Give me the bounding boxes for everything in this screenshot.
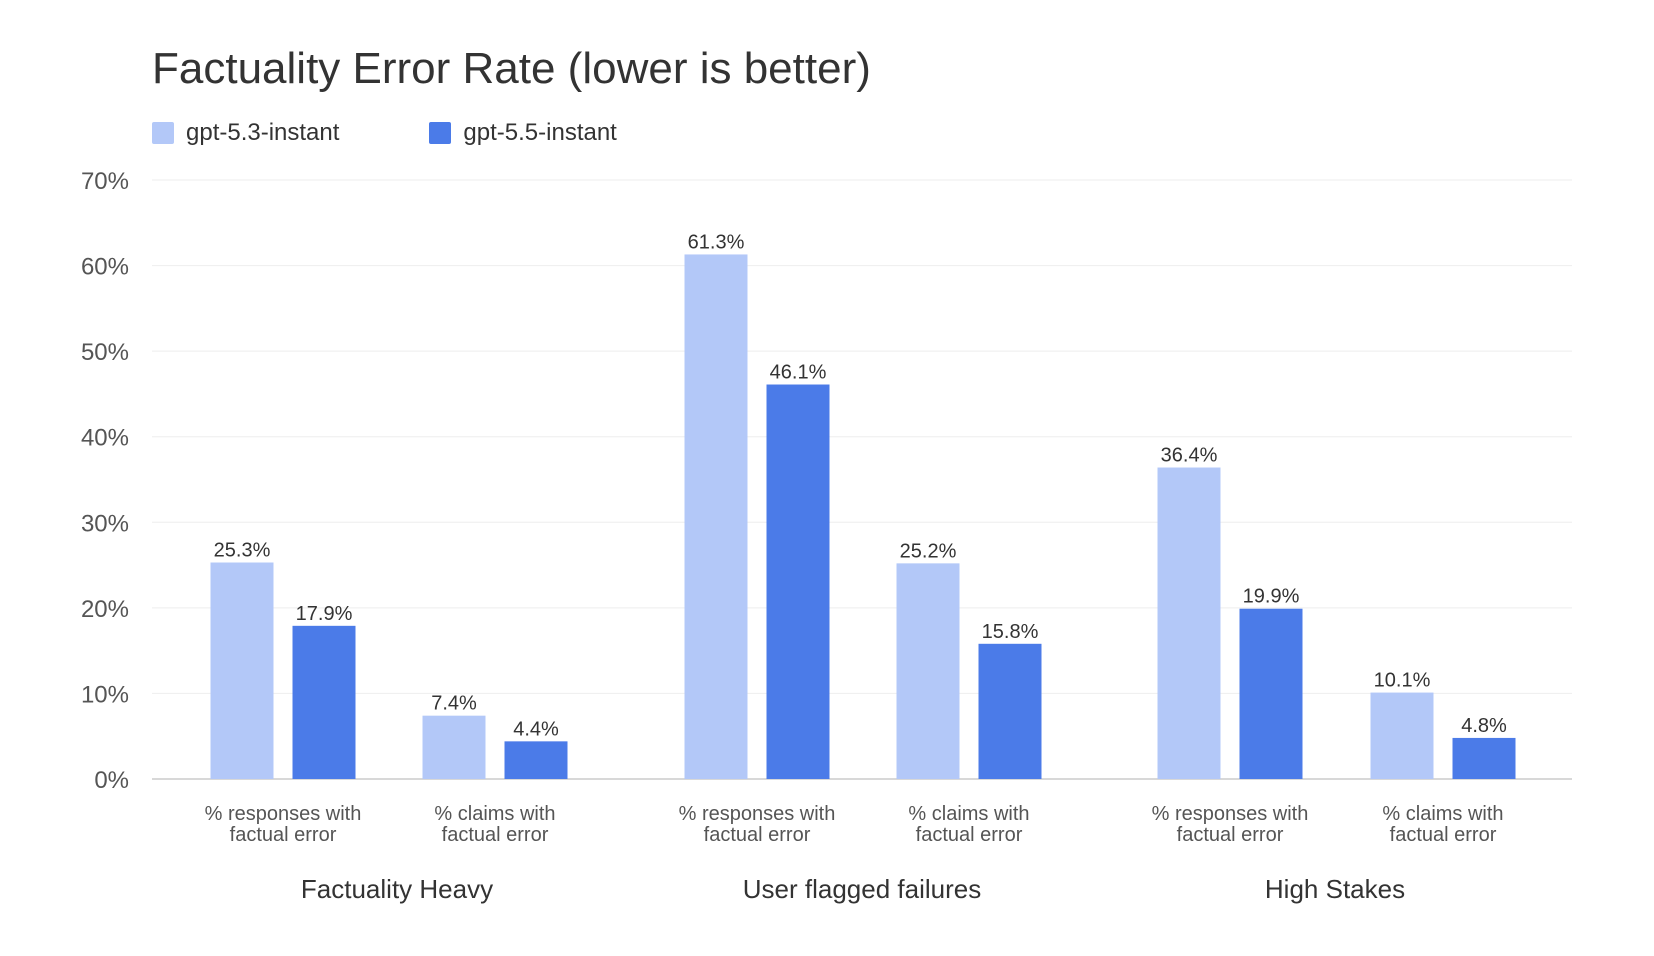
chart-title: Factuality Error Rate (lower is better) — [152, 44, 871, 93]
bar-cat3-series-2 — [766, 384, 830, 779]
data-label-cat5-series-2: 19.9% — [1243, 586, 1300, 608]
category-label-cat6-line-2: factual error — [1390, 824, 1497, 846]
y-tick-label-70: 70% — [81, 168, 129, 195]
bars — [210, 254, 1516, 779]
category-label-cat3-line-1: % responses with — [679, 803, 836, 825]
legend-swatch-gpt-5-3-instant — [152, 122, 174, 144]
data-label-cat2-series-1: 7.4% — [431, 693, 477, 715]
bar-cat2-series-2 — [504, 741, 568, 779]
bar-cat1-series-2 — [292, 625, 356, 779]
data-label-cat3-series-1: 61.3% — [688, 231, 745, 253]
data-label-cat3-series-2: 46.1% — [770, 362, 827, 384]
category-label-cat6-line-1: % claims with — [1382, 803, 1503, 825]
category-label-cat4-line-2: factual error — [916, 824, 1023, 846]
legend: gpt-5.3-instant gpt-5.5-instant — [152, 118, 707, 148]
data-label-cat1-series-1: 25.3% — [214, 540, 271, 562]
legend-label-gpt-5-5-instant: gpt-5.5-instant — [463, 119, 617, 146]
legend-swatch-gpt-5-5-instant — [429, 122, 452, 144]
x-axis-groups: Factuality Heavy User flagged failures Hig… — [301, 874, 1405, 904]
bar-cat5-series-2 — [1239, 608, 1303, 779]
bar-cat4-series-2 — [978, 643, 1042, 779]
category-label-cat2-line-2: factual error — [442, 824, 549, 846]
category-label-cat1-line-2: factual error — [230, 824, 337, 846]
y-tick-label-40: 40% — [81, 425, 129, 452]
data-label-cat4-series-2: 15.8% — [982, 621, 1039, 643]
category-label-cat5-line-2: factual error — [1177, 824, 1284, 846]
data-label-cat4-series-1: 25.2% — [900, 540, 957, 562]
legend-item-gpt-5-3-instant: gpt-5.3-instant — [152, 119, 339, 147]
category-label-cat5-line-1: % responses with — [1152, 803, 1309, 825]
y-tick-label-20: 20% — [81, 596, 129, 623]
group-label-3: High Stakes — [1265, 874, 1405, 904]
legend-item-gpt-5-5-instant: gpt-5.5-instant — [429, 119, 617, 147]
bar-cat1-series-1 — [210, 562, 274, 779]
data-label-cat1-series-2: 17.9% — [296, 603, 353, 625]
category-label-cat1-line-1: % responses with — [205, 803, 362, 825]
y-axis: 0% 10% 20% 30% 40% 50% 60% 70% — [81, 168, 1572, 794]
y-tick-label-10: 10% — [81, 681, 129, 708]
data-label-cat5-series-1: 36.4% — [1161, 445, 1218, 467]
data-label-cat6-series-1: 10.1% — [1374, 670, 1431, 692]
category-label-cat4-line-1: % claims with — [908, 803, 1029, 825]
bar-cat4-series-1 — [896, 563, 960, 779]
bar-cat6-series-2 — [1452, 737, 1516, 779]
y-tick-label-0: 0% — [94, 767, 129, 794]
group-label-2: User flagged failures — [743, 874, 981, 904]
data-labels: 25.3% 17.9% 7.4% 4.4% 61.3% 46.1% 25.2% 15.8% 36… — [214, 231, 1507, 740]
category-label-cat2-line-1: % claims with — [434, 803, 555, 825]
bar-cat2-series-1 — [422, 715, 486, 779]
category-label-cat3-line-2: factual error — [704, 824, 811, 846]
bar-cat6-series-1 — [1370, 692, 1434, 779]
legend-label-gpt-5-3-instant: gpt-5.3-instant — [186, 119, 340, 146]
data-label-cat2-series-2: 4.4% — [513, 718, 559, 740]
y-tick-label-30: 30% — [81, 510, 129, 537]
y-tick-label-60: 60% — [81, 254, 129, 281]
bar-cat3-series-1 — [684, 254, 748, 779]
y-tick-label-50: 50% — [81, 339, 129, 366]
data-label-cat6-series-2: 4.8% — [1461, 715, 1507, 737]
gridlines — [152, 179, 1572, 694]
group-label-1: Factuality Heavy — [301, 874, 493, 904]
bar-cat5-series-1 — [1157, 467, 1221, 779]
